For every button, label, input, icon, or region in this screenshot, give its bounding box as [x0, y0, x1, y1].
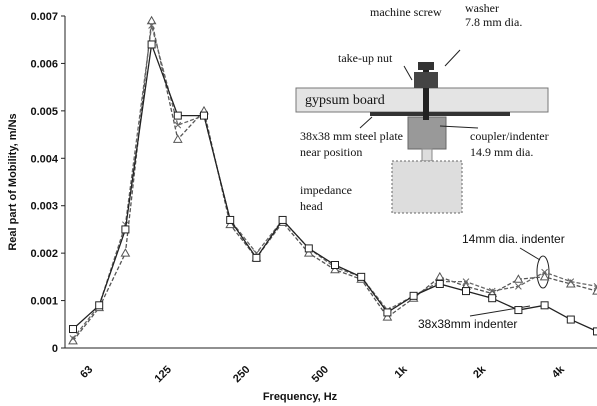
pointer	[359, 116, 373, 129]
marker	[252, 253, 261, 262]
y-tick-label: 0	[52, 343, 58, 355]
marker	[514, 306, 523, 315]
pointer	[444, 49, 461, 67]
y-tick-label: 0.005	[30, 106, 58, 118]
inset-label: near position	[300, 145, 362, 159]
marker	[539, 271, 550, 281]
x-tick-label: 250	[231, 364, 252, 385]
marker	[357, 272, 366, 281]
inset-label: 14.9 mm dia.	[470, 145, 533, 159]
marker	[200, 111, 208, 120]
marker	[566, 315, 575, 324]
marker	[172, 134, 183, 143]
marker	[540, 301, 549, 310]
x-tick-label: 500	[310, 364, 331, 385]
marker	[147, 40, 156, 49]
marker	[382, 312, 393, 321]
annotation-arrow	[519, 247, 541, 261]
nut	[414, 72, 438, 88]
y-tick-label: 0.007	[30, 11, 58, 23]
marker	[174, 121, 182, 129]
marker	[592, 286, 597, 295]
marker	[148, 22, 155, 29]
x-tick-label: 125	[152, 364, 173, 385]
x-axis-label: Frequency, Hz	[263, 391, 338, 403]
marker	[278, 215, 287, 224]
marker	[435, 279, 444, 288]
marker	[567, 278, 575, 285]
series-line	[72, 20, 597, 342]
marker	[95, 301, 104, 310]
marker	[513, 274, 524, 283]
y-tick-label: 0.002	[30, 248, 58, 260]
marker	[488, 294, 497, 303]
marker	[69, 335, 77, 342]
steel-plate	[370, 112, 510, 116]
y-tick-label: 0.006	[30, 58, 58, 70]
annotation-ellipse	[536, 255, 550, 289]
impedance-head	[391, 160, 463, 214]
inset-label: head	[300, 199, 323, 213]
y-axis-label: Real part of Mobility, m/Ns	[7, 113, 19, 250]
series-line	[72, 25, 597, 339]
inset-label: take-up nut	[338, 51, 393, 65]
y-tick-label: 0.001	[30, 296, 58, 308]
inset-diagram: machine screw washer 7.8 mm dia. take-up…	[295, 1, 549, 214]
marker	[69, 325, 77, 334]
marker	[462, 278, 470, 285]
inset-label: 38x38 mm steel plate	[300, 129, 403, 143]
marker	[173, 111, 182, 120]
marker	[488, 287, 496, 295]
stinger	[421, 148, 433, 162]
marker	[226, 215, 235, 224]
x-tick-label: 4k	[550, 363, 568, 381]
inset-label: machine screw	[370, 5, 442, 19]
marker	[383, 308, 392, 317]
x-tick-label: 2k	[471, 363, 489, 381]
marker	[146, 15, 157, 25]
marker	[121, 225, 130, 234]
marker	[515, 282, 522, 290]
y-tick-label: 0.003	[30, 201, 58, 213]
washer	[418, 62, 434, 70]
inset-label: 7.8 mm dia.	[465, 15, 522, 29]
pointer	[439, 125, 479, 129]
annotation: 38x38mm indenter	[418, 317, 517, 331]
marker	[120, 248, 131, 257]
inset-label: impedance	[300, 183, 352, 197]
marker	[541, 268, 548, 276]
inset-label: coupler/indenter	[470, 129, 549, 143]
marker	[331, 261, 339, 269]
coupler	[407, 116, 447, 150]
x-tick-label: 1k	[393, 363, 411, 381]
marker	[462, 287, 470, 296]
inset-label: gypsum board	[305, 93, 385, 108]
marker	[593, 282, 597, 290]
marker	[225, 219, 236, 229]
marker	[303, 248, 314, 257]
marker	[434, 271, 445, 281]
y-tick-label: 0.004	[30, 153, 58, 165]
marker	[593, 327, 597, 336]
screw	[423, 70, 429, 120]
marker	[304, 244, 313, 253]
pointer	[403, 65, 413, 81]
annotation: 14mm dia. indenter	[462, 232, 565, 246]
x-tick-label: 63	[78, 364, 95, 381]
inset-label: washer	[465, 1, 499, 15]
gypsum-board	[295, 87, 549, 113]
marker	[409, 291, 418, 300]
